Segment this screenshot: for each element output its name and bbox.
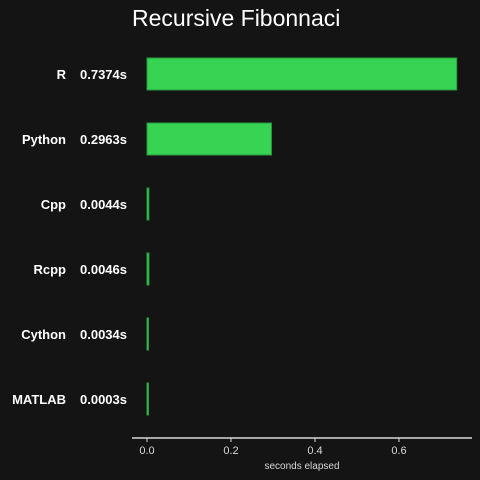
x-tick-label: 0.2 (223, 445, 238, 457)
bar-rcpp (146, 252, 150, 286)
bars-group (146, 57, 458, 416)
category-label: Rcpp (34, 262, 67, 277)
value-label: 0.2963s (80, 132, 127, 147)
category-label: Cpp (41, 197, 66, 212)
bar-python (146, 122, 272, 156)
category-label: MATLAB (12, 392, 66, 407)
value-label: 0.0044s (80, 197, 127, 212)
bar-cython (146, 317, 149, 351)
chart-title: Recursive Fibonnaci (132, 5, 340, 31)
x-tick-label: 0.0 (139, 445, 154, 457)
category-label: Python (22, 132, 66, 147)
value-label: 0.0046s (80, 262, 127, 277)
value-labels: 0.7374s 0.2963s 0.0044s 0.0046s 0.0034s 0.000… (80, 67, 127, 407)
category-label: R (57, 67, 67, 82)
category-labels: R Python Cpp Rcpp Cython MATLAB (12, 67, 67, 407)
bar-r (146, 57, 458, 91)
value-label: 0.7374s (80, 67, 127, 82)
x-tick-label: 0.6 (391, 445, 406, 457)
bar-matlab (146, 382, 149, 416)
category-label: Cython (21, 327, 66, 342)
x-axis-ticks: 0.0 0.2 0.4 0.6 (139, 438, 407, 457)
value-label: 0.0034s (80, 327, 127, 342)
x-tick-label: 0.4 (307, 445, 322, 457)
value-label: 0.0003s (80, 392, 127, 407)
x-axis-title: seconds elapsed (264, 461, 339, 472)
bar-cpp (146, 187, 150, 221)
